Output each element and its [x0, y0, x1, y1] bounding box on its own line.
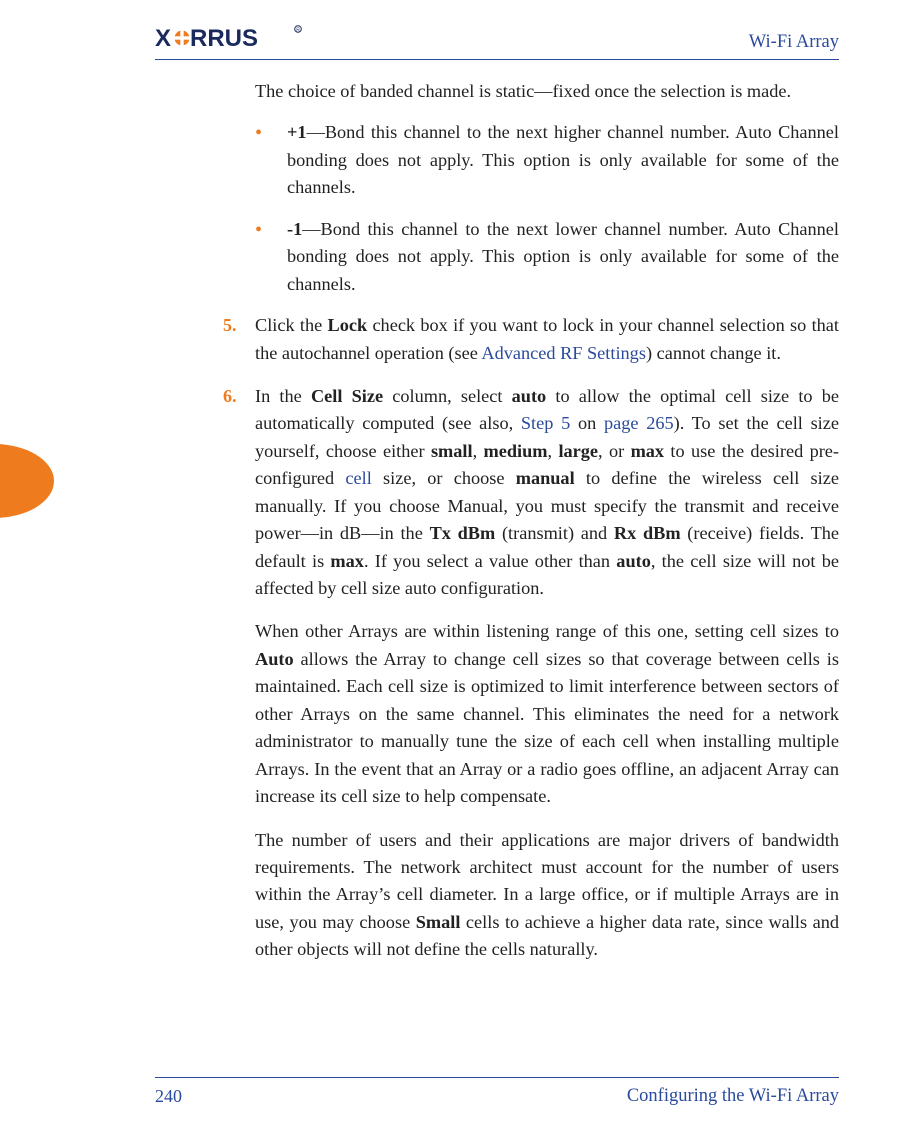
- inline-text: ,: [548, 441, 559, 461]
- page-number: 240: [155, 1086, 182, 1107]
- step-paragraph: In the Cell Size column, select auto to …: [255, 383, 839, 603]
- step-paragraph: When other Arrays are within listening r…: [255, 618, 839, 810]
- inline-bold: Rx dBm: [614, 523, 681, 543]
- inline-text: When other Arrays are within listening r…: [255, 621, 839, 641]
- inline-bold: large: [558, 441, 598, 461]
- inline-text: column, select: [383, 386, 512, 406]
- numbered-step: 6.In the Cell Size column, select auto t…: [223, 383, 839, 964]
- inline-text: Click the: [255, 315, 328, 335]
- side-tab-orange: [0, 444, 54, 518]
- inline-bold: manual: [516, 468, 575, 488]
- inline-bold: Cell Size: [311, 386, 383, 406]
- intro-paragraph: The choice of banded channel is static—f…: [255, 78, 839, 105]
- inline-bold: auto: [512, 386, 547, 406]
- step-body: In the Cell Size column, select auto to …: [255, 383, 839, 964]
- body-content: The choice of banded channel is static—f…: [155, 78, 839, 1057]
- inline-bold: auto: [616, 551, 651, 571]
- inline-link[interactable]: Advanced RF Settings: [481, 343, 646, 363]
- numbered-step: 5.Click the Lock check box if you want t…: [223, 312, 839, 367]
- bullet-rest: —Bond this channel to the next higher ch…: [287, 122, 839, 197]
- svg-text:R: R: [296, 28, 300, 34]
- inline-text: In the: [255, 386, 311, 406]
- bullet-marker: •: [255, 216, 287, 298]
- page: X RRUS R Wi-Fi Array The choice of bande…: [0, 0, 901, 1137]
- xirrus-logo-svg: X RRUS R: [155, 23, 305, 53]
- inline-text: , or: [598, 441, 631, 461]
- inline-bold: Tx dBm: [430, 523, 496, 543]
- inline-text: ) cannot change it.: [646, 343, 781, 363]
- inline-bold: medium: [484, 441, 548, 461]
- inline-text: allows the Array to change cell sizes so…: [255, 649, 839, 806]
- bullet-lead-bold: +1: [287, 122, 307, 142]
- inline-bold: max: [330, 551, 364, 571]
- svg-text:X: X: [155, 25, 171, 52]
- bullet-body: +1—Bond this channel to the next higher …: [287, 119, 839, 201]
- step-body: Click the Lock check box if you want to …: [255, 312, 839, 367]
- bullet-item: •-1—Bond this channel to the next lower …: [255, 216, 839, 298]
- inline-text: . If you select a value other than: [364, 551, 616, 571]
- inline-text: on: [570, 413, 604, 433]
- step-number: 6.: [223, 383, 255, 964]
- step-paragraph: Click the Lock check box if you want to …: [255, 312, 839, 367]
- bullet-body: -1—Bond this channel to the next lower c…: [287, 216, 839, 298]
- page-header: X RRUS R Wi-Fi Array: [155, 16, 839, 60]
- inline-link[interactable]: page 265: [604, 413, 674, 433]
- inline-bold: Auto: [255, 649, 294, 669]
- side-tab-decoration: [0, 444, 72, 518]
- step-paragraph: The number of users and their applicatio…: [255, 827, 839, 964]
- step-number: 5.: [223, 312, 255, 367]
- inline-bold: max: [631, 441, 665, 461]
- footer-section-title: Configuring the Wi-Fi Array: [627, 1086, 839, 1107]
- inline-link[interactable]: Step 5: [521, 413, 570, 433]
- brand-logo: X RRUS R: [155, 23, 305, 53]
- intro-text: The choice of banded channel is static—f…: [255, 78, 839, 105]
- inline-link[interactable]: cell: [345, 468, 371, 488]
- inline-text: size, or choose: [372, 468, 516, 488]
- inline-bold: Lock: [328, 315, 368, 335]
- inline-bold: small: [431, 441, 473, 461]
- inline-bold: Small: [416, 912, 461, 932]
- header-product-title: Wi-Fi Array: [749, 32, 839, 53]
- bullet-marker: •: [255, 119, 287, 201]
- inline-text: ,: [473, 441, 484, 461]
- page-footer: 240 Configuring the Wi-Fi Array: [155, 1077, 839, 1107]
- svg-text:RRUS: RRUS: [190, 25, 258, 52]
- inline-text: (transmit) and: [495, 523, 614, 543]
- bullet-lead-bold: -1: [287, 219, 302, 239]
- bullet-rest: —Bond this channel to the next lower cha…: [287, 219, 839, 294]
- bullet-item: •+1—Bond this channel to the next higher…: [255, 119, 839, 201]
